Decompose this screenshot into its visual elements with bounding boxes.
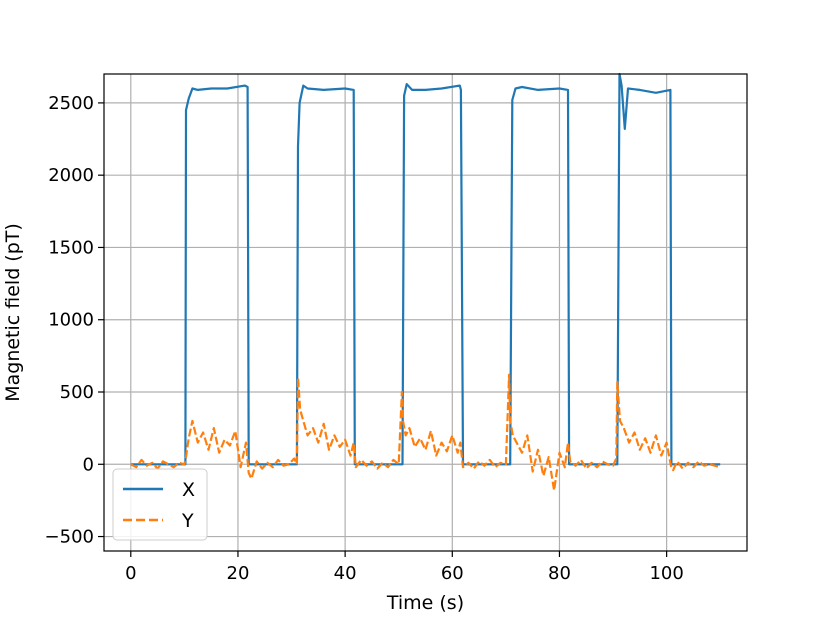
legend: X Y [112,468,208,541]
y-tick-label: 500 [60,382,94,403]
legend-label-x: X [182,479,195,501]
y-tick-label: 0 [83,454,94,475]
y-tick-label: −500 [45,527,94,548]
x-tick-label: 60 [441,563,464,584]
x-tick-label: 0 [125,563,136,584]
y-tick-label: 1500 [48,237,94,258]
legend-box [112,468,208,541]
x-tick-label: 100 [649,563,683,584]
x-tick-label: 80 [548,563,571,584]
x-tick-label: 40 [334,563,357,584]
series-layer [130,72,721,492]
y-tick-label: 1000 [48,310,94,331]
y-tick-label: 2000 [48,165,94,186]
ticks: 0 20 40 60 80 100 −500 0 500 1000 1500 2000 2500 [45,93,684,584]
series-line-y [130,373,721,492]
grid [104,74,747,551]
x-axis-title: Time (s) [386,592,464,614]
x-tick-label: 20 [227,563,250,584]
plot-frame [103,73,748,552]
y-axis-title: Magnetic field (pT) [2,223,24,402]
y-tick-label: 2500 [48,93,94,114]
legend-label-y: Y [181,510,194,532]
